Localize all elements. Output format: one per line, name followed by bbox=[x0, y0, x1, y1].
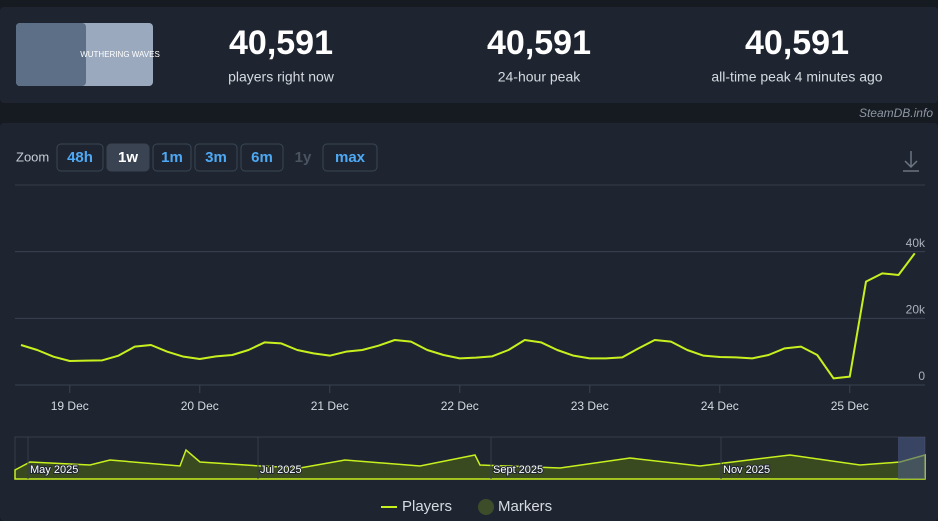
zoom-option[interactable]: 6m bbox=[251, 149, 273, 166]
zoom-button[interactable] bbox=[240, 143, 284, 172]
x-tick-label: 25 Dec bbox=[831, 399, 869, 413]
y-tick-label: 20k bbox=[906, 303, 926, 317]
navigator-label: May 2025 bbox=[30, 464, 78, 476]
source[interactable]: SteamDB.info bbox=[859, 106, 933, 120]
chart-panel bbox=[0, 123, 938, 521]
zoom-option[interactable]: 1m bbox=[161, 149, 183, 166]
x-tick-label: 19 Dec bbox=[51, 399, 89, 413]
stat-label: players right now bbox=[228, 69, 335, 85]
navigator-window[interactable] bbox=[898, 437, 925, 479]
legend-label[interactable]: Players bbox=[402, 498, 452, 515]
logo-text: WUTHERING WAVES bbox=[80, 50, 160, 59]
x-tick-label: 21 Dec bbox=[311, 399, 349, 413]
y-tick-label: 0 bbox=[918, 369, 925, 383]
zoom-button[interactable] bbox=[322, 143, 378, 172]
x-tick-label: 22 Dec bbox=[441, 399, 479, 413]
zoom-button[interactable] bbox=[152, 143, 192, 172]
zoom-option[interactable]: 1w bbox=[118, 149, 138, 166]
zoom-button[interactable] bbox=[56, 143, 104, 172]
stat-value: 40,591 bbox=[229, 24, 333, 62]
stat-label: all-time peak 4 minutes ago bbox=[711, 69, 882, 85]
navigator-label: Jul 2025 bbox=[260, 464, 302, 476]
zoom-option[interactable]: max bbox=[335, 149, 366, 166]
zoom-label: Zoom bbox=[16, 149, 49, 164]
stat-label: 24-hour peak bbox=[498, 69, 582, 85]
stat-value: 40,591 bbox=[745, 24, 849, 62]
zoom-option[interactable]: 48h bbox=[67, 149, 93, 166]
navigator-label: Nov 2025 bbox=[723, 464, 770, 476]
zoom-button[interactable] bbox=[194, 143, 238, 172]
header-panel bbox=[0, 7, 938, 103]
y-tick-label: 40k bbox=[906, 236, 926, 250]
logo-art bbox=[16, 23, 86, 86]
navigator-label: Sept 2025 bbox=[493, 464, 543, 476]
legend-label[interactable]: Markers bbox=[498, 498, 552, 515]
stat-value: 40,591 bbox=[487, 24, 591, 62]
legend-swatch bbox=[478, 499, 494, 515]
x-tick-label: 23 Dec bbox=[571, 399, 609, 413]
x-tick-label: 24 Dec bbox=[701, 399, 739, 413]
zoom-option[interactable]: 3m bbox=[205, 149, 227, 166]
zoom-button[interactable] bbox=[106, 143, 150, 172]
x-tick-label: 20 Dec bbox=[181, 399, 219, 413]
series-line bbox=[20, 252, 916, 380]
zoom-option: 1y bbox=[295, 149, 312, 166]
download-icon[interactable] bbox=[903, 151, 919, 172]
